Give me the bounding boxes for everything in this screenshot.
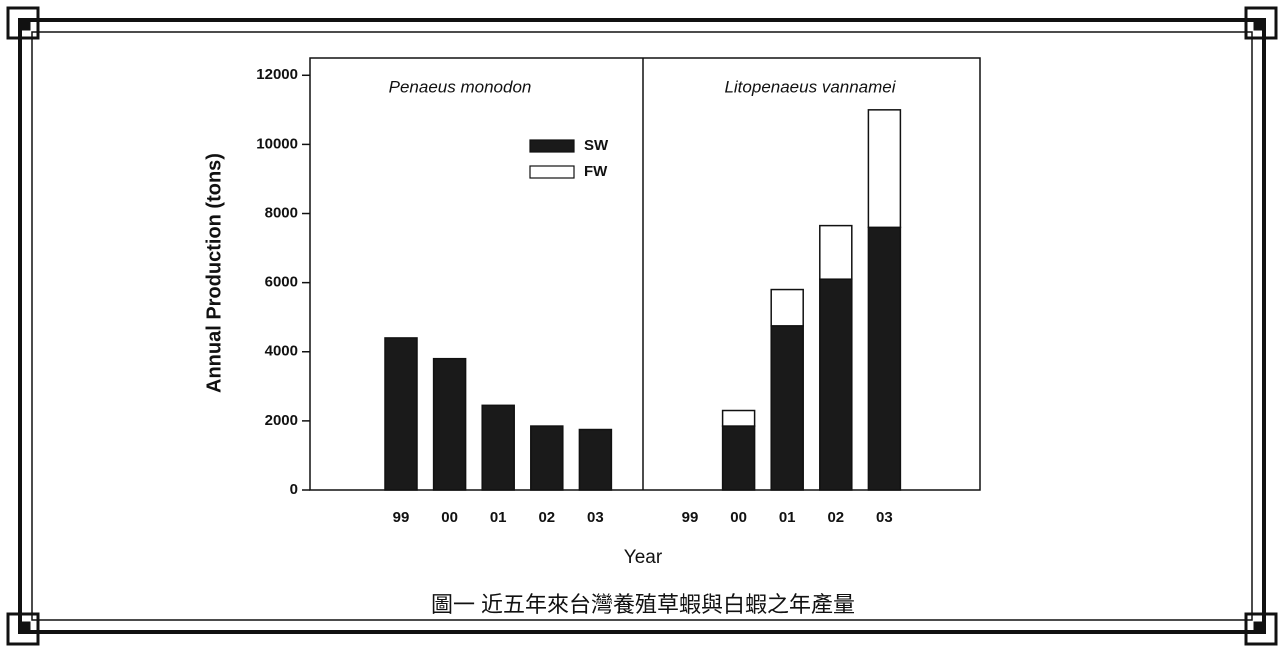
bar-segment — [820, 279, 852, 490]
panel-title: Litopenaeus vannamei — [724, 77, 896, 96]
bar-segment — [579, 430, 611, 490]
x-tick-label: 99 — [682, 509, 699, 526]
y-tick-label: 4000 — [265, 343, 298, 360]
x-tick-label: 03 — [876, 509, 893, 526]
legend-label: FW — [584, 163, 608, 180]
x-tick-label: 02 — [827, 509, 844, 526]
x-tick-label: 01 — [490, 509, 507, 526]
legend-swatch — [530, 140, 574, 152]
y-tick-label: 0 — [290, 481, 298, 498]
bar-segment — [723, 426, 755, 490]
caption: 圖一 近五年來台灣養殖草蝦與白蝦之年產量 — [431, 592, 855, 617]
x-tick-label: 02 — [538, 509, 555, 526]
x-tick-label: 01 — [779, 509, 796, 526]
x-tick-label: 00 — [441, 509, 458, 526]
legend-label: SW — [584, 137, 609, 154]
chart: Annual Production (tons) Year 圖一 近五年來台灣養… — [0, 0, 1284, 652]
y-tick-label: 10000 — [256, 135, 298, 152]
y-tick-label: 2000 — [265, 412, 298, 429]
bar-segment — [434, 359, 466, 490]
bar-segment — [771, 326, 803, 490]
y-tick-label: 6000 — [265, 274, 298, 291]
bar-segment — [385, 338, 417, 490]
bar-segment — [868, 110, 900, 228]
bar-segment — [531, 426, 563, 490]
bar-segment — [820, 226, 852, 280]
x-tick-label: 00 — [730, 509, 747, 526]
x-tick-label: 03 — [587, 509, 604, 526]
panel-title: Penaeus monodon — [389, 77, 532, 96]
y-tick-label: 8000 — [265, 204, 298, 221]
bar-segment — [482, 405, 514, 490]
y-axis-label: Annual Production (tons) — [203, 153, 225, 393]
legend-swatch — [530, 166, 574, 178]
x-tick-label: 99 — [393, 509, 410, 526]
bar-segment — [771, 290, 803, 326]
bar-segment — [868, 227, 900, 490]
x-axis-label: Year — [624, 547, 663, 568]
bar-segment — [723, 411, 755, 427]
y-tick-label: 12000 — [256, 66, 298, 83]
